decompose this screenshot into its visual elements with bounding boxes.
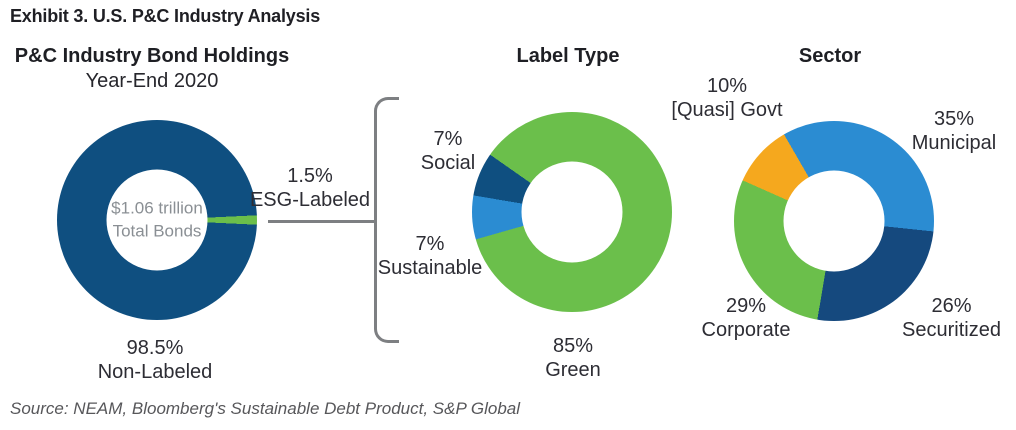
callout-sustainable: 7% Sustainable: [345, 233, 515, 280]
callout-green: 85% Green: [498, 335, 648, 382]
callout-quasi-govt: 10% [Quasi] Govt: [652, 75, 802, 122]
callout-esg-labeled: 1.5% ESG-Labeled: [245, 165, 375, 212]
callout-esg-value: 1.5%: [287, 165, 333, 187]
donut-chart-bond-holdings: $1.06 trillion Total Bonds: [57, 120, 257, 320]
source-attribution: Source: NEAM, Bloomberg's Sustainable De…: [10, 399, 521, 418]
callout-securitized-value: 26%: [931, 295, 972, 317]
chart1-subtitle: Year-End 2020: [85, 70, 219, 92]
callout-municipal-label: Municipal: [911, 131, 997, 154]
donut-hole-bond-holdings: $1.06 trillion Total Bonds: [106, 169, 208, 271]
callout-corporate-label: Corporate: [701, 318, 791, 341]
callout-non-labeled-value: 98.5%: [126, 337, 184, 359]
callout-social: 7% Social: [398, 128, 498, 175]
callout-social-value: 7%: [433, 128, 463, 150]
callout-non-labeled-label: Non-Labeled: [97, 360, 213, 383]
callout-corporate-value: 29%: [725, 295, 767, 317]
donut-hole-sector: [783, 170, 885, 272]
chart3-title: Sector: [798, 45, 862, 67]
callout-sustainable-label: Sustainable: [377, 256, 483, 279]
esg-breakout-bracket: [374, 97, 399, 343]
chart1-title-block: P&C Industry Bond Holdings Year-End 2020: [2, 44, 302, 94]
callout-quasi-govt-label: [Quasi] Govt: [671, 98, 783, 121]
callout-sustainable-value: 7%: [415, 233, 445, 255]
callout-green-label: Green: [545, 358, 601, 381]
callout-securitized-label: Securitized: [902, 318, 1001, 341]
esg-connector-line: [268, 220, 374, 223]
callout-social-label: Social: [420, 151, 476, 174]
callout-esg-label: ESG-Labeled: [249, 188, 371, 211]
callout-securitized: 26% Securitized: [887, 295, 1016, 342]
exhibit-title: Exhibit 3. U.S. P&C Industry Analysis: [10, 6, 321, 26]
callout-non-labeled: 98.5% Non-Labeled: [75, 337, 235, 384]
callout-quasi-govt-value: 10%: [706, 75, 748, 97]
center-label-total-bonds: $1.06 trillion Total Bonds: [111, 198, 203, 240]
chart1-title: P&C Industry Bond Holdings: [14, 45, 290, 67]
callout-corporate: 29% Corporate: [671, 295, 821, 342]
chart2-title: Label Type: [516, 45, 620, 67]
callout-green-value: 85%: [552, 335, 594, 357]
callout-municipal-value: 35%: [933, 108, 975, 130]
donut-hole-label-type: [521, 161, 623, 263]
callout-municipal: 35% Municipal: [892, 108, 1016, 155]
donut-chart-sector: [734, 121, 934, 321]
donut-chart-label-type: [472, 112, 672, 312]
